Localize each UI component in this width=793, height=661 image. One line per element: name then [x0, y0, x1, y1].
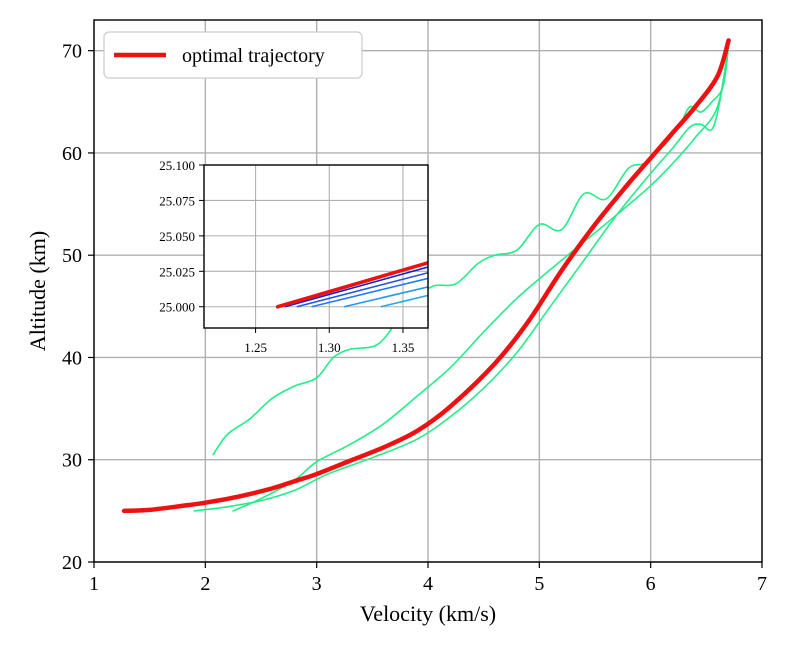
- legend-label-optimal: optimal trajectory: [182, 45, 325, 67]
- y-tick-label: 50: [62, 245, 82, 267]
- series-optimal-trajectory: [121, 38, 731, 514]
- inset-series-variant-3: [311, 277, 428, 308]
- inset-y-tick-label: 25.050: [159, 229, 195, 244]
- inset-series-optimal-trajectory: [275, 260, 428, 309]
- x-tick-label: 1: [89, 573, 99, 595]
- series-candidate-2: [232, 44, 730, 512]
- inset-y-tick-label: 25.000: [159, 300, 195, 315]
- inset-series-variant-1: [284, 266, 428, 308]
- legend: optimal trajectory: [103, 31, 363, 79]
- x-tick-label: 6: [646, 573, 656, 595]
- main-tick-labels: 1 2 3 4 5 6 7 20 30 40 50 60 70: [62, 41, 767, 595]
- y-tick-label: 70: [62, 41, 82, 63]
- x-tick-label: 4: [423, 573, 433, 595]
- inset-zoom-chart: 1.25 1.30 1.35 25.000 25.025 25.050 25.075 25.1…: [159, 158, 429, 355]
- x-tick-label: 2: [200, 573, 210, 595]
- inset-y-tick-label: 25.100: [159, 158, 195, 173]
- inset-series-layer: [275, 260, 428, 309]
- inset-y-tick-label: 25.025: [159, 264, 195, 279]
- inset-y-tick-label: 25.075: [159, 193, 195, 208]
- inset-frame: [203, 164, 429, 329]
- y-tick-label: 20: [62, 552, 82, 574]
- y-tick-label: 60: [62, 143, 82, 165]
- inset-tick-labels: 1.25 1.30 1.35 25.000 25.025 25.050 25.075 25.1…: [159, 158, 414, 355]
- y-axis-title: Altitude (km): [25, 231, 50, 351]
- inset-x-tick-label: 1.30: [318, 340, 341, 355]
- main-series-layer: [121, 38, 731, 514]
- inset-series-variant-2: [296, 271, 428, 308]
- main-tick-layer: [88, 50, 763, 568]
- inset-x-tick-label: 1.25: [244, 340, 267, 355]
- series-candidate-3: [193, 44, 730, 512]
- inset-series-variant-4: [343, 286, 428, 308]
- inset-series-variant-5: [380, 294, 428, 308]
- inset-tick-layer: [199, 164, 404, 333]
- inset-plot-area: [204, 165, 428, 328]
- inset-x-tick-label: 1.35: [392, 340, 415, 355]
- x-tick-label: 7: [757, 573, 767, 595]
- legend-box: [103, 31, 363, 79]
- y-tick-label: 40: [62, 347, 82, 369]
- y-tick-label: 30: [62, 450, 82, 472]
- x-tick-label: 3: [312, 573, 322, 595]
- x-axis-title: Velocity (km/s): [360, 601, 496, 626]
- x-tick-label: 5: [534, 573, 544, 595]
